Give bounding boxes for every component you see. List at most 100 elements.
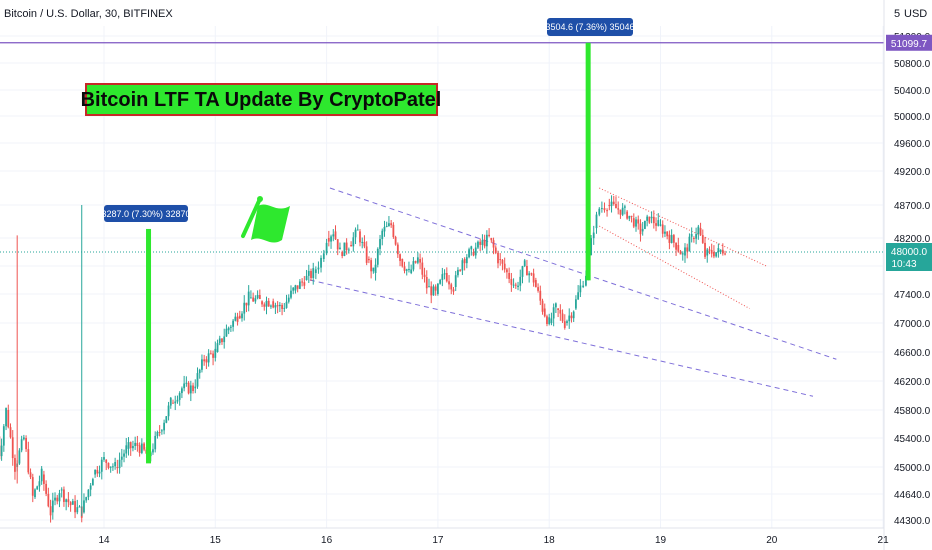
candle-body [548, 317, 551, 325]
candle-body [216, 343, 219, 352]
candle-body [392, 224, 395, 237]
candle-body [692, 238, 695, 239]
resistance-price-label: 51099.7 [886, 34, 932, 51]
candle-body [225, 328, 228, 337]
candle-body [7, 410, 10, 428]
candle-body [439, 279, 442, 284]
candle-body [648, 216, 651, 223]
candle-body [278, 304, 281, 307]
candle-body [399, 254, 401, 261]
candle-body [234, 316, 237, 321]
candle-body [405, 269, 408, 271]
candle-body [652, 216, 655, 224]
axis-price-labels: 51099.7 48000.010:43 [886, 34, 932, 271]
candle-body [585, 275, 587, 286]
candle-body [116, 467, 119, 469]
candle-body [20, 439, 23, 451]
candle-body [356, 229, 359, 231]
candle-body [681, 253, 684, 255]
candle-body [214, 348, 217, 358]
candle-body [36, 486, 39, 490]
candle-body [610, 201, 613, 207]
candle-body [465, 257, 468, 264]
candle-body [181, 388, 183, 394]
candle-body [646, 216, 649, 221]
candle-body [343, 242, 346, 256]
candle-body [207, 353, 210, 363]
candle-body [352, 237, 355, 247]
price-scale-mode[interactable]: 5 [894, 8, 900, 20]
currency-selector[interactable]: 5 USD [894, 8, 927, 20]
candle-body [267, 300, 270, 307]
candle-body [292, 287, 295, 291]
candle-body [85, 497, 88, 501]
candle-body [383, 226, 386, 232]
candle-body [100, 459, 103, 472]
candle-body [140, 443, 143, 453]
candle-body [396, 244, 399, 255]
candle-body [514, 284, 517, 286]
candle-body [296, 285, 299, 289]
candle-body [78, 506, 81, 508]
currency-label[interactable]: USD [904, 8, 927, 20]
candle-body [54, 497, 56, 501]
candle-body [461, 260, 464, 271]
y-tick-label: 49200.0 [894, 167, 931, 178]
candle-body [74, 501, 76, 513]
x-tick-label: 17 [432, 535, 444, 546]
candle-body [42, 474, 45, 484]
annotations: 3287.0 (7.30%) 32870 3504.6 (7.36%) 35046 [101, 18, 635, 464]
current-price-label: 48000.010:43 [886, 243, 932, 271]
candle-body [187, 382, 190, 394]
candle-body [679, 251, 682, 255]
candle-body [223, 336, 226, 343]
candle-body [339, 247, 341, 250]
candle-body [470, 246, 473, 250]
candle-body [717, 248, 720, 253]
candle-body [661, 224, 664, 234]
measure-label-right: 3504.6 (7.36%) 35046 [545, 18, 635, 36]
candle-body [132, 446, 134, 449]
candle-body [376, 248, 379, 265]
candle-body [695, 234, 698, 239]
candle-body [635, 219, 637, 227]
candle-body [623, 206, 626, 208]
candle-body [537, 287, 539, 291]
candle-body [350, 245, 352, 247]
candle-body [452, 289, 455, 292]
candle-body [201, 359, 203, 370]
candle-body [388, 223, 390, 227]
y-tick-label: 50800.0 [894, 59, 931, 70]
candle-body [125, 445, 128, 454]
candle-body [641, 228, 644, 232]
candle-body [247, 291, 250, 306]
candle-body [666, 231, 669, 237]
candle-body [448, 281, 450, 285]
candle-body [390, 223, 393, 226]
candle-body [5, 408, 7, 427]
candle-body [628, 215, 631, 219]
candle-body [543, 308, 546, 317]
candle-body [554, 303, 557, 308]
candle-body [457, 269, 459, 276]
candle-body [425, 277, 428, 289]
candle-body [167, 405, 170, 417]
candle-body [103, 457, 105, 460]
time-axis[interactable]: 14 15 16 17 18 19 20 21 [0, 527, 889, 546]
candle-body [394, 236, 397, 245]
candle-body [2, 426, 5, 446]
candle-body [320, 257, 322, 268]
candle-body [492, 240, 495, 248]
y-tick-label: 48200.0 [894, 234, 931, 245]
candle-body [621, 207, 624, 215]
candle-body [441, 274, 444, 280]
x-tick-label: 14 [98, 535, 110, 546]
candle-body [96, 469, 99, 474]
candle-body [89, 485, 92, 490]
x-tick-label: 18 [544, 535, 556, 546]
candle-body [67, 499, 70, 503]
candle-body [539, 290, 542, 301]
candle-body [501, 260, 504, 264]
y-tick-label: 45400.0 [894, 434, 931, 445]
